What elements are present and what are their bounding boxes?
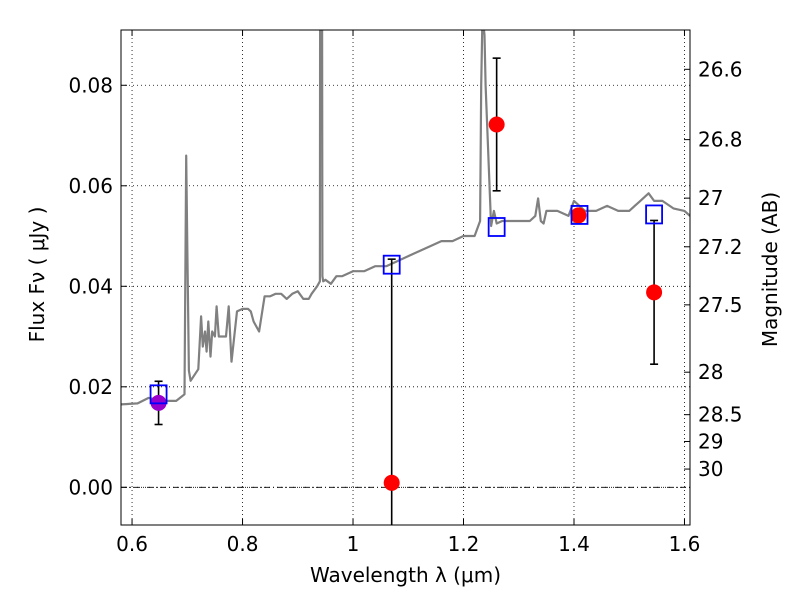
magnitude-tick-label: 27 xyxy=(698,186,723,210)
x-tick-label: 1.4 xyxy=(558,532,590,556)
y-tick-label: 0.08 xyxy=(68,73,113,97)
magnitude-tick-label: 27.5 xyxy=(698,293,743,317)
x-axis-label: Wavelength λ (μm) xyxy=(310,563,501,587)
model-box xyxy=(149,384,168,405)
observed-point xyxy=(488,116,505,133)
plot-frame xyxy=(120,29,691,526)
grid-lines xyxy=(121,30,690,525)
observed-point xyxy=(383,474,400,491)
y-axis-ticks: 0.00 0.02 0.04 0.06 0.08 xyxy=(68,73,127,499)
model-box xyxy=(487,217,506,237)
y-tick-label: 0.06 xyxy=(68,174,113,198)
model-box xyxy=(645,204,663,225)
magnitude-tick-label: 26.6 xyxy=(698,57,743,81)
magnitude-tick-label: 26.8 xyxy=(698,128,743,152)
x-tick-label: 0.6 xyxy=(116,532,148,556)
magnitude-axis-ticks: 26.6 26.8 27 27.2 27.5 28 28.529 30 xyxy=(684,57,743,481)
observed-point xyxy=(570,207,587,224)
x-tick-label: 1 xyxy=(347,532,360,556)
x-tick-label: 1.2 xyxy=(448,532,480,556)
error-bars xyxy=(154,57,659,525)
observed-points xyxy=(150,116,663,491)
y-tick-label: 0.04 xyxy=(68,274,113,298)
observed-point xyxy=(646,284,663,301)
x-tick-label: 1.6 xyxy=(669,532,701,556)
model-boxes xyxy=(149,204,663,405)
x-tick-label: 0.8 xyxy=(227,532,259,556)
model-box xyxy=(570,205,589,225)
magnitude-tick-label: 30 xyxy=(698,457,723,481)
magnitude-tick-label: 27.2 xyxy=(698,235,743,259)
y-axis-label: Flux Fν ( μJy ) xyxy=(25,207,49,343)
y-tick-label: 0.00 xyxy=(68,475,113,499)
model-box xyxy=(382,254,401,275)
y-tick-label: 0.02 xyxy=(68,375,113,399)
magnitude-tick-label: 28.5 xyxy=(698,403,743,427)
spectrum-line xyxy=(121,30,690,406)
x-axis-ticks: 0.6 0.8 1 1.2 1.4 1.6 xyxy=(116,30,700,556)
magnitude-tick-label: 29 xyxy=(698,429,723,453)
spectrum-series xyxy=(121,30,690,406)
magnitude-tick-label: 28 xyxy=(698,360,723,384)
magnitude-axis-label: Magnitude (AB) xyxy=(758,192,782,347)
